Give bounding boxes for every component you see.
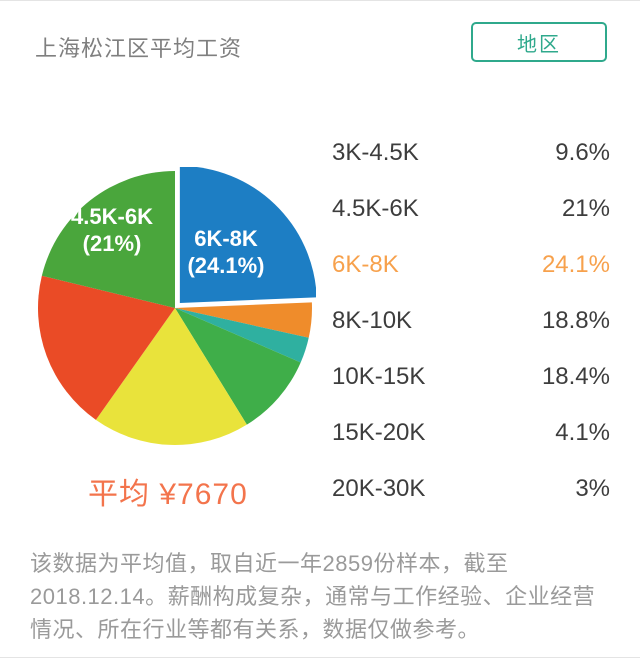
salary-range-label: 15K-20K <box>332 419 426 446</box>
pie-slice-8K-10K[interactable] <box>37 275 176 420</box>
salary-row[interactable]: 20K-30K 3% <box>332 461 610 517</box>
salary-row-highlighted[interactable]: 6K-8K 24.1% <box>332 237 610 293</box>
salary-percent-value: 9.6% <box>555 139 610 166</box>
pie-chart: 4.5K-6K (21%) 6K-8K (24.1%) <box>34 167 316 449</box>
salary-range-label: 10K-15K <box>332 363 426 390</box>
pie-slice-4.5K-6K[interactable] <box>41 171 175 308</box>
disclaimer-note: 该数据为平均值，取自近一年2859份样本，截至2018.12.14。薪酬构成复杂… <box>30 551 596 642</box>
salary-percent-value: 3% <box>575 475 610 502</box>
pie-slice-15K-20K[interactable] <box>175 302 312 338</box>
pie-slice-10K-15K[interactable] <box>95 308 247 445</box>
salary-row[interactable]: 4.5K-6K 21% <box>332 181 610 237</box>
salary-percent-value: 18.4% <box>541 363 610 390</box>
salary-range-label: 6K-8K <box>332 251 399 278</box>
pie-slice-20K-30K[interactable] <box>175 308 309 363</box>
pie-slice-6K-8K[interactable] <box>179 167 316 303</box>
salary-row[interactable]: 8K-10K 18.8% <box>332 293 610 349</box>
salary-percent-value: 21% <box>561 195 610 222</box>
salary-range-label: 20K-30K <box>332 475 426 502</box>
average-salary: 平均 ¥7670 <box>88 478 248 511</box>
salary-row[interactable]: 10K-15K 18.4% <box>332 349 610 405</box>
salary-range-label: 4.5K-6K <box>332 195 419 222</box>
salary-percent-value: 18.8% <box>541 307 610 334</box>
pie-chart-svg <box>37 167 316 445</box>
salary-row[interactable]: 3K-4.5K 9.6% <box>332 125 610 181</box>
salary-range-label: 8K-10K <box>332 307 413 334</box>
region-button[interactable]: 地区 <box>471 22 607 62</box>
page-title: 上海松江区平均工资 <box>35 36 243 61</box>
pie-slice-3K-4.5K[interactable] <box>175 308 301 425</box>
salary-row[interactable]: 15K-20K 4.1% <box>332 405 610 461</box>
salary-percent-value: 4.1% <box>555 419 610 446</box>
salary-range-label: 3K-4.5K <box>332 139 419 166</box>
salary-list: 3K-4.5K 9.6% 4.5K-6K 21% 6K-8K 24.1% 8K-… <box>332 125 610 517</box>
salary-percent-value: 24.1% <box>541 251 610 278</box>
